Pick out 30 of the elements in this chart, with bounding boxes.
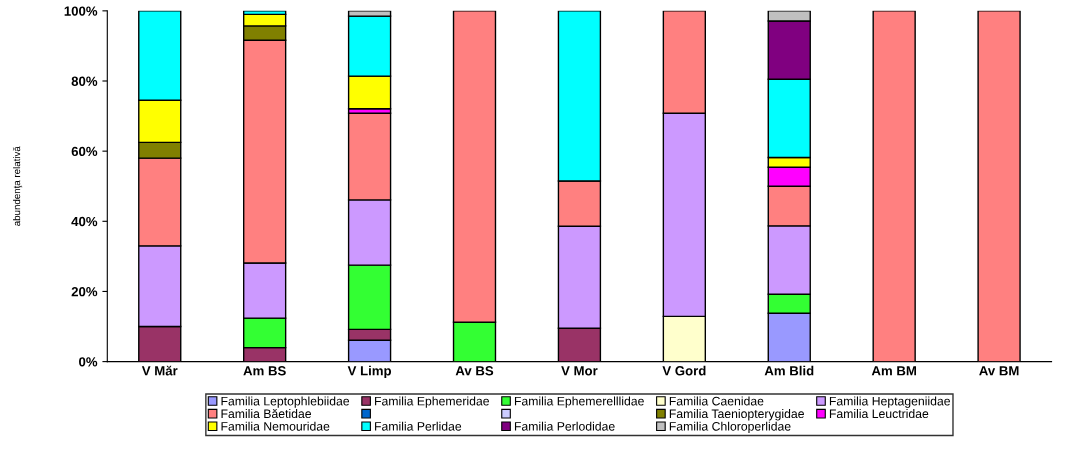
y-tick-label: 0% [79,357,98,367]
x-tick-label: V Gord [662,365,706,376]
legend-label: Familia Băetidae [221,408,312,419]
y-tick-label: 60% [71,146,98,157]
x-tick-label: Am Blid [764,365,814,376]
legend-label: Familia Nemouridae [221,421,330,431]
x-tick-label: V Limp [347,365,392,379]
legend-label: Familia Leptophlebiidae [221,396,350,408]
x-tick-label: Av BS [455,366,494,376]
legend-label: Familia Taeniopterygidae [669,409,804,421]
legend-label: Familia Ephemerelllidae [514,396,644,408]
x-tick-label: Av BM [979,366,1019,376]
y-tick-label: 20% [71,287,98,297]
y-axis-title: abundenţa relativă [12,146,23,226]
legend-label: Familia Chloroperlidae [669,421,791,434]
legend-label: Familia Heptageniidae [829,396,950,408]
y-tick-label: 80% [71,76,98,86]
x-tick-label: V Măr [141,365,178,376]
x-tick-label: V Mor [561,366,598,376]
legend-label: Familia Ephemeridae [375,396,489,408]
legend-label: Familia Caenidae [669,396,764,406]
legend-label: Familia Perlodidae [514,421,615,431]
x-tick-label: Am BS [243,366,286,376]
bar [977,10,1021,362]
y-tick-label: 40% [71,216,98,227]
y-tick-label: 100% [64,6,98,16]
legend-label: Familia Perlidae [375,421,462,431]
bar [872,10,916,362]
x-tick-label: Am BM [871,366,917,376]
legend-label: Familia Leuctridae [829,409,929,419]
